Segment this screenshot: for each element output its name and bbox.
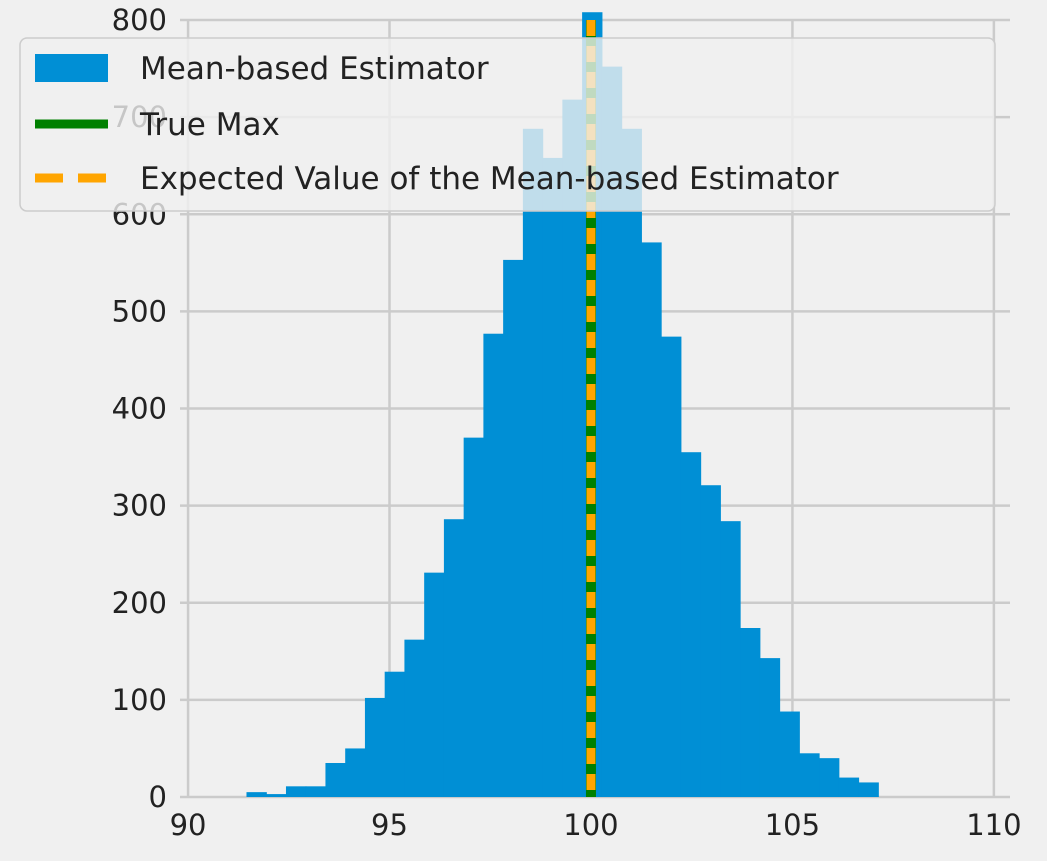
x-tick-label: 90	[170, 808, 207, 842]
histogram-bar	[799, 753, 820, 797]
legend-box	[19, 37, 996, 212]
y-tick-label: 100	[112, 683, 167, 717]
y-tick-label: 300	[112, 489, 167, 523]
legend-swatch-mean-based-estimator	[35, 54, 108, 82]
y-tick-label: 200	[112, 586, 167, 620]
histogram-bar	[562, 99, 583, 797]
histogram-bar	[858, 782, 879, 797]
x-tick-label: 95	[371, 808, 408, 842]
y-tick-label: 0	[149, 780, 167, 814]
histogram-bar	[680, 452, 702, 797]
x-tick-label: 105	[765, 808, 820, 842]
histogram-bar	[404, 639, 425, 797]
histogram-bar	[759, 658, 781, 797]
histogram-bar	[483, 333, 504, 797]
legend-label: True Max	[139, 107, 280, 143]
histogram-bar	[720, 521, 741, 797]
histogram-bar	[740, 628, 761, 797]
histogram-bar	[779, 711, 800, 797]
histogram-bar	[661, 336, 682, 797]
histogram-bar	[325, 763, 346, 797]
histogram-bar	[424, 572, 445, 797]
histogram-bar	[285, 786, 307, 797]
histogram-bar	[641, 242, 662, 797]
legend-label: Expected Value of the Mean-based Estimat…	[140, 161, 839, 197]
histogram-bar	[503, 259, 524, 797]
histogram-bar	[522, 128, 544, 797]
histogram-bar	[443, 519, 465, 797]
histogram-bar	[246, 792, 267, 797]
histogram-bar	[463, 437, 484, 797]
y-tick-label: 800	[112, 3, 167, 37]
histogram-bar	[384, 671, 406, 797]
histogram-bar	[601, 66, 623, 798]
histogram-bar	[345, 748, 366, 797]
histogram-bar	[838, 777, 860, 797]
y-tick-label: 400	[112, 392, 167, 426]
y-tick-label: 500	[112, 294, 167, 328]
histogram-bar	[542, 157, 563, 798]
histogram-bar	[266, 794, 287, 797]
legend-label: Mean-based Estimator	[140, 51, 489, 87]
histogram-bar	[364, 697, 386, 797]
histogram-bar	[621, 128, 642, 797]
legend: Mean-based Estimator True Max Expected Val…	[19, 37, 996, 212]
histogram-bar	[819, 758, 840, 797]
x-tick-label: 110	[966, 808, 1021, 842]
histogram-bar	[305, 786, 327, 797]
histogram-bar	[700, 485, 721, 797]
x-tick-label: 100	[563, 808, 618, 842]
